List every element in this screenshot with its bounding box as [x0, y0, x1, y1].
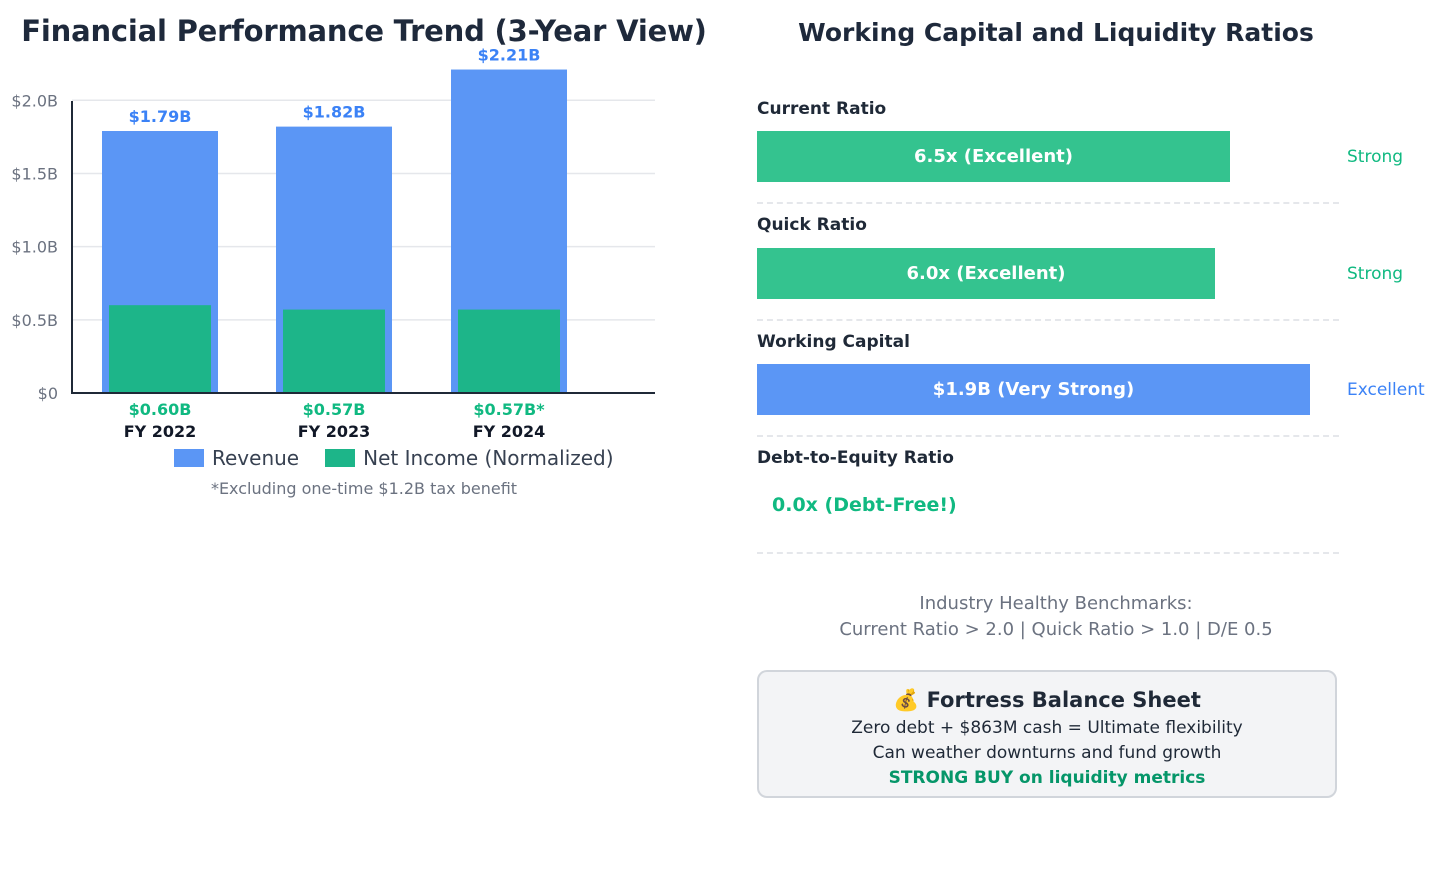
current-ratio-bar-text: 6.5x (Excellent)	[914, 146, 1073, 167]
legend-item-revenue[interactable]: Revenue	[174, 446, 299, 470]
divider	[757, 552, 1339, 554]
summary-verdict: STRONG BUY on liquidity metrics	[888, 768, 1206, 788]
y-tick-label: $2.0B	[11, 91, 58, 110]
quick-ratio-bar: 6.0x (Excellent)	[757, 248, 1215, 299]
net-income-data-label: $0.57B	[303, 400, 366, 419]
chart-footnote: *Excluding one-time $1.2B tax benefit	[210, 479, 518, 498]
legend-swatch-net-income	[325, 449, 356, 467]
debt-to-equity-label: Debt-to-Equity Ratio	[757, 448, 954, 468]
legend-label-net-income: Net Income (Normalized)	[363, 446, 614, 470]
legend-label-revenue: Revenue	[212, 446, 300, 470]
quick-ratio-bar-text: 6.0x (Excellent)	[906, 263, 1066, 284]
benchmarks-values: Current Ratio > 2.0 | Quick Ratio > 1.0 …	[839, 619, 1273, 640]
x-tick-label: FY 2024	[473, 422, 546, 441]
summary-box: 💰 Fortress Balance Sheet Zero debt + $86…	[757, 670, 1337, 798]
summary-line-1: Zero debt + $863M cash = Ultimate flexib…	[851, 718, 1243, 738]
y-tick-label: $1.5B	[11, 164, 58, 183]
x-tick-label: FY 2023	[298, 422, 371, 441]
y-tick-label: $0.5B	[11, 311, 58, 330]
net-income-data-label: $0.57B*	[473, 400, 545, 419]
y-tick-label: $1.0B	[11, 238, 58, 257]
x-tick-label: FY 2022	[124, 422, 197, 441]
divider	[757, 319, 1339, 321]
working-capital-label: Working Capital	[757, 332, 910, 352]
benchmarks-heading: Industry Healthy Benchmarks:	[919, 593, 1193, 614]
quick-ratio-status: Strong	[1347, 264, 1404, 284]
bar-chart: $0 $0.5B $1.0B $1.5B $2.0B $1.79B $0.60B FY 202…	[11, 46, 655, 441]
current-ratio-bar: 6.5x (Excellent)	[757, 131, 1230, 182]
ratios-title: Working Capital and Liquidity Ratios	[798, 18, 1314, 47]
legend-item-net-income[interactable]: Net Income (Normalized)	[325, 446, 614, 470]
net-income-bar	[283, 309, 385, 393]
revenue-data-label: $1.79B	[129, 107, 192, 126]
quick-ratio-label: Quick Ratio	[757, 215, 867, 235]
debt-to-equity-value: 0.0x (Debt-Free!)	[772, 494, 957, 516]
revenue-data-label: $1.82B	[303, 103, 366, 122]
divider	[757, 435, 1339, 437]
money-bag-icon: 💰	[893, 688, 920, 712]
legend-swatch-revenue	[174, 449, 204, 467]
current-ratio-status: Strong	[1347, 147, 1404, 167]
y-tick-label: $0	[38, 384, 58, 403]
net-income-bar	[109, 305, 211, 393]
net-income-data-label: $0.60B	[129, 400, 192, 419]
working-capital-bar-text: $1.9B (Very Strong)	[932, 379, 1135, 400]
summary-line-2: Can weather downturns and fund growth	[872, 743, 1222, 763]
net-income-bar	[458, 309, 560, 393]
current-ratio-label: Current Ratio	[757, 99, 887, 119]
chart-title: Financial Performance Trend (3-Year View…	[21, 14, 707, 48]
divider	[757, 202, 1339, 204]
chart-legend: Revenue Net Income (Normalized)	[174, 446, 640, 470]
working-capital-status: Excellent	[1347, 380, 1425, 400]
revenue-data-label: $2.21B	[478, 46, 541, 65]
summary-title-row: 💰 Fortress Balance Sheet	[759, 688, 1335, 713]
summary-title: Fortress Balance Sheet	[926, 688, 1201, 712]
working-capital-bar: $1.9B (Very Strong)	[757, 364, 1310, 415]
